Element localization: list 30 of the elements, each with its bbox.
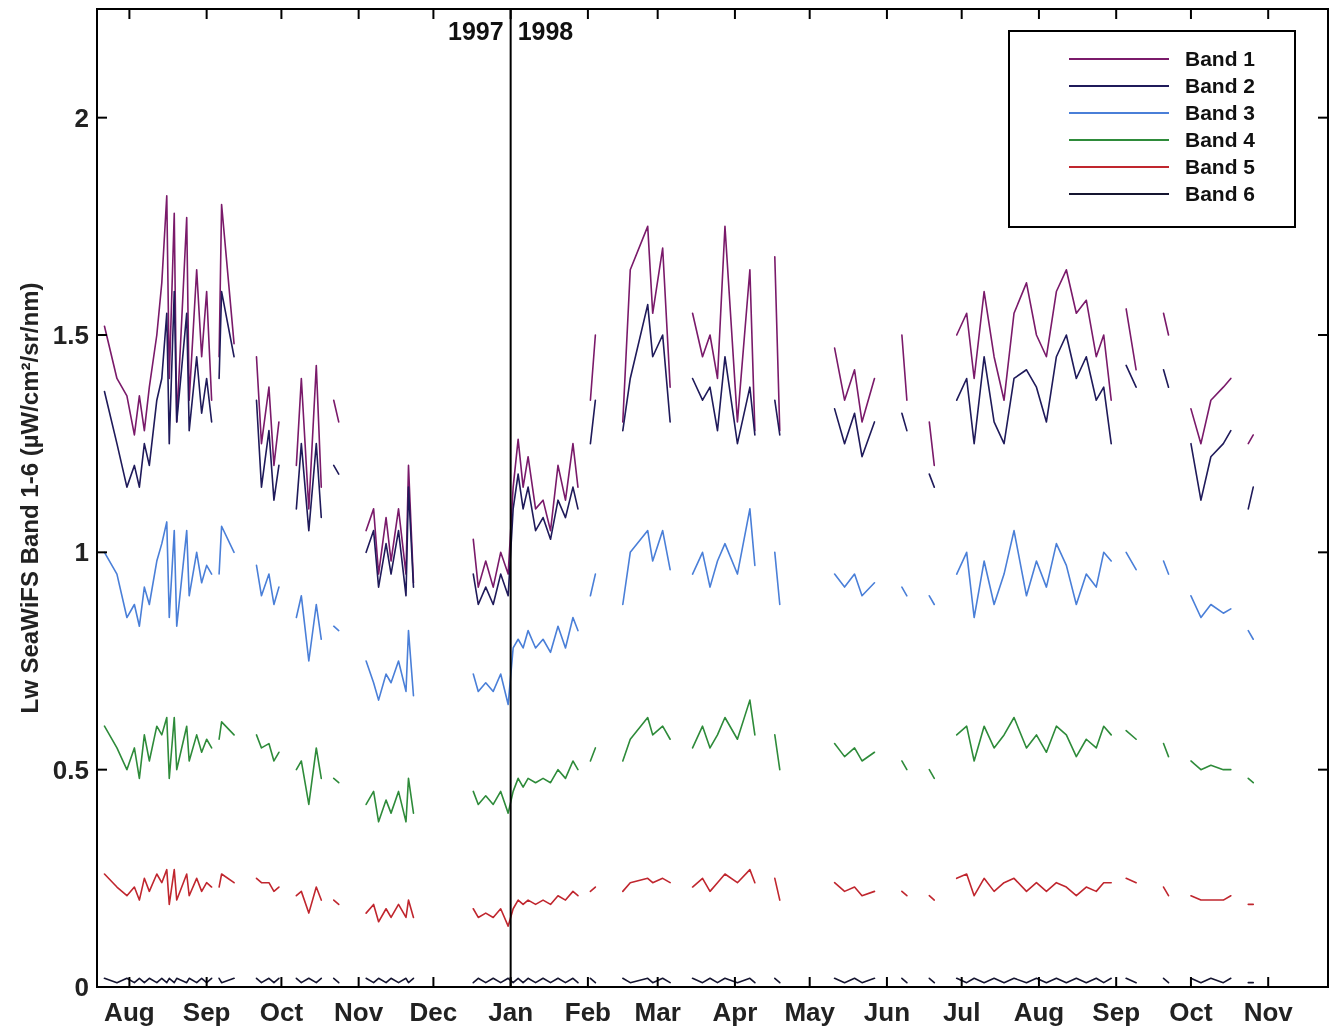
legend-label: Band 6 <box>1185 182 1256 205</box>
x-tick-label: Sep <box>182 997 231 1027</box>
x-tick-label: May <box>784 997 836 1027</box>
x-tick-label: Jul <box>942 997 981 1027</box>
x-tick-label: Oct <box>259 997 304 1027</box>
legend-label: Band 1 <box>1185 47 1256 70</box>
x-tick-label: Jan <box>488 997 534 1027</box>
y-tick-label: 1 <box>74 537 89 568</box>
y-axis-title: Lw SeaWiFS Band 1-6 (µW/cm²/sr/nm) <box>16 282 43 714</box>
x-tick-label: Dec <box>409 997 458 1027</box>
x-tick-label: Feb <box>564 997 612 1027</box>
x-tick-label: Jun <box>863 997 911 1027</box>
annotation: 1998 <box>517 16 574 45</box>
x-tick-label: Nov <box>1243 997 1294 1027</box>
y-tick-label: 0 <box>74 972 89 1002</box>
x-tick-label: Sep <box>1092 997 1141 1027</box>
y-tick-label: 0.5 <box>52 754 89 785</box>
y-tick-label: 2 <box>74 102 89 133</box>
x-tick-label: Aug <box>104 997 155 1027</box>
legend-label: Band 2 <box>1185 74 1256 97</box>
x-tick-label: Mar <box>634 997 681 1027</box>
annotation: 1997 <box>448 16 504 45</box>
x-tick-label: Apr <box>712 997 758 1027</box>
legend-label: Band 4 <box>1185 128 1256 151</box>
x-tick-label: Nov <box>334 997 384 1027</box>
legend-label: Band 3 <box>1185 101 1256 124</box>
x-tick-label: Oct <box>1169 997 1213 1027</box>
legend-label: Band 5 <box>1185 155 1256 178</box>
x-tick-label: Aug <box>1013 997 1065 1027</box>
y-tick-label: 1.5 <box>52 320 89 350</box>
